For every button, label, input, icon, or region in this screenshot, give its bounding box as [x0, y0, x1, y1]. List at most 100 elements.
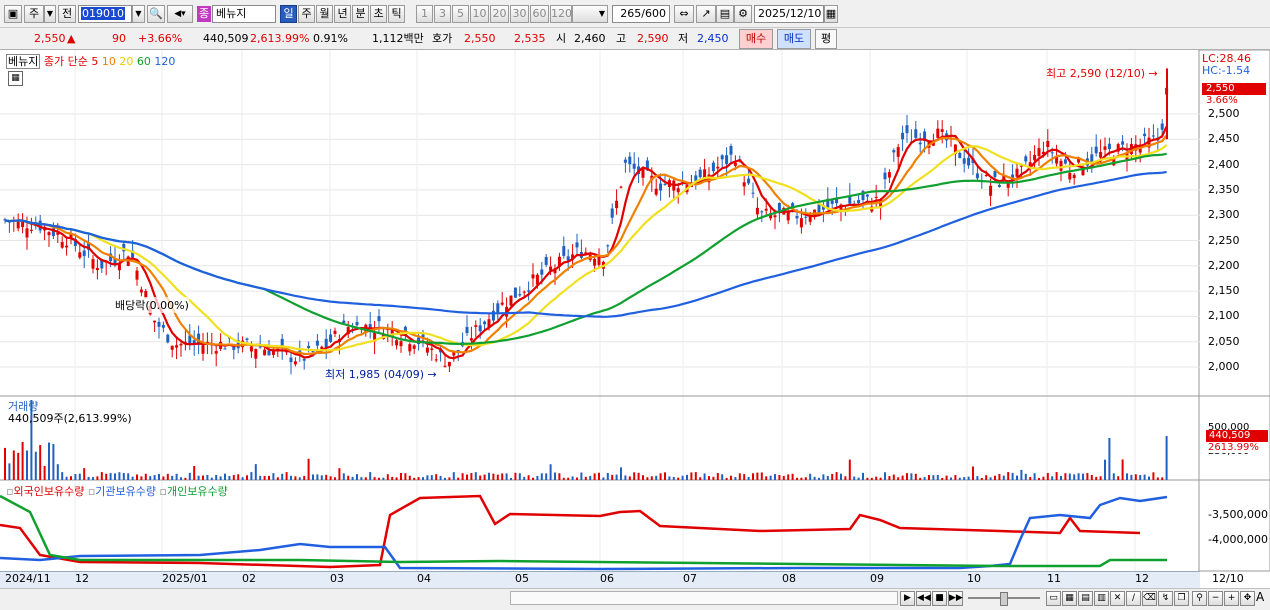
candle-body [25, 228, 29, 238]
interval-button-5[interactable]: 5 [452, 5, 469, 23]
interval-button-10[interactable]: 10 [470, 5, 489, 23]
ma-legend-10: 10 [101, 55, 116, 68]
stock-chart[interactable] [0, 50, 1270, 588]
stock-code-input[interactable]: 019010 [78, 5, 132, 23]
search-icon[interactable]: 🔍 [147, 5, 165, 23]
sell-button[interactable]: 매도 [777, 29, 811, 49]
candle-body [456, 350, 460, 352]
volume-bar [180, 477, 182, 480]
volume-bar [848, 459, 851, 480]
date-input[interactable]: 2025/12/10 [754, 5, 824, 23]
price-legend: 베뉴지 종가 단순 5 10 20 60 120 [6, 53, 175, 69]
candle-body [953, 144, 957, 155]
volume-bar [743, 474, 746, 480]
magnifier-icon[interactable]: ⚲ [1192, 591, 1207, 606]
volume-bar [1112, 473, 1115, 480]
prev-button[interactable]: 전 [58, 5, 76, 23]
candle-body [1121, 141, 1125, 145]
volume-bar [1068, 473, 1071, 480]
zoom-in-icon[interactable]: + [1224, 591, 1239, 606]
copy-icon[interactable]: ❐ [1174, 591, 1189, 606]
change-percent: +3.66% [138, 32, 183, 45]
interval-button-3[interactable]: 3 [434, 5, 451, 23]
volume-bar [364, 477, 367, 480]
stock-name-field[interactable]: 베뉴지 [212, 5, 276, 23]
candle-body [1151, 135, 1155, 137]
crosshair-icon[interactable]: ↗ [696, 5, 716, 23]
draw-icon[interactable]: ∕ [1126, 591, 1141, 606]
candle-body [518, 294, 522, 296]
period-tab-0[interactable]: 일 [280, 5, 297, 23]
volume-bar [206, 474, 209, 480]
forward-icon[interactable]: ▶▶ [948, 591, 963, 606]
scrollbar-track[interactable] [510, 591, 898, 605]
interval-button-120[interactable]: 120 [550, 5, 572, 23]
candle-body [1019, 165, 1023, 167]
period-tab-1[interactable]: 주 [298, 5, 315, 23]
x-axis-label: 08 [782, 572, 796, 585]
candle-body [135, 270, 139, 280]
interval-dropdown[interactable]: ▼ [572, 5, 608, 23]
count-input[interactable]: 265/600 [612, 5, 670, 23]
grid-toggle-icon[interactable]: ▦ [8, 71, 23, 86]
marker-icon[interactable]: ↯ [1158, 591, 1173, 606]
calendar-icon[interactable]: ▦ [824, 5, 838, 23]
low-label: 저 [678, 32, 689, 45]
volume-bar [976, 476, 979, 480]
eraser-icon[interactable]: ⌫ [1142, 591, 1157, 606]
period-tab-3[interactable]: 년 [334, 5, 351, 23]
interval-button-20[interactable]: 20 [490, 5, 509, 23]
zoom-slider-handle[interactable] [1000, 592, 1008, 606]
save-icon[interactable]: ▤ [716, 5, 734, 23]
volume-bar [954, 474, 957, 480]
interval-button-1[interactable]: 1 [416, 5, 433, 23]
volume-bar [26, 450, 28, 480]
stop-icon[interactable]: ■ [932, 591, 947, 606]
play-icon[interactable]: ▶ [900, 591, 915, 606]
code-dropdown-icon[interactable]: ▼ [132, 5, 145, 23]
volume-bar [967, 476, 970, 480]
crosshair-tool-icon[interactable]: ✕ [1110, 591, 1125, 606]
avg-button[interactable]: 평 [815, 29, 837, 49]
volume-bar [738, 473, 741, 480]
zoom-icon[interactable]: ⇔ [674, 5, 694, 23]
candle-body [153, 320, 157, 323]
low-annotation-text: 최저 1,985 (04/09) [325, 368, 425, 381]
candle-body [483, 321, 487, 325]
type-selector[interactable]: 주 [24, 5, 44, 23]
period-tab-4[interactable]: 분 [352, 5, 369, 23]
buy-button[interactable]: 매수 [739, 29, 773, 49]
interval-button-60[interactable]: 60 [530, 5, 549, 23]
moving-average-line [4, 170, 1167, 318]
candle-body [197, 333, 201, 344]
rewind-icon[interactable]: ◀◀ [916, 591, 931, 606]
volume-bar [1077, 473, 1080, 480]
period-tab-5[interactable]: 초 [370, 5, 387, 23]
volume-bar [338, 468, 341, 480]
period-tab-6[interactable]: 틱 [388, 5, 405, 23]
volume-bar [774, 474, 776, 480]
candle-body [474, 325, 478, 327]
type-dropdown-icon[interactable]: ▼ [44, 5, 56, 23]
volume-bar [479, 475, 482, 480]
candle-body [549, 266, 553, 271]
volume-bar [215, 474, 218, 480]
window-menu-icon[interactable]: ▣ [4, 5, 22, 23]
volume-bar [950, 477, 952, 480]
table-icon[interactable]: ▤ [1078, 591, 1093, 606]
volume-value: 440,509 [203, 32, 249, 45]
grid-icon[interactable]: ▦ [1062, 591, 1077, 606]
candle-body [320, 346, 324, 350]
period-tab-2[interactable]: 월 [316, 5, 333, 23]
expand-icon[interactable]: ✥ [1240, 591, 1255, 606]
font-size-icon[interactable]: A [1256, 590, 1265, 604]
holdings-line [0, 494, 1141, 569]
volume-bar [232, 475, 235, 480]
zoom-out-icon[interactable]: − [1208, 591, 1223, 606]
price-y-tick: 2,500 [1208, 107, 1240, 120]
gear-icon[interactable]: ⚙ [734, 5, 752, 23]
interval-button-30[interactable]: 30 [510, 5, 529, 23]
speaker-icon[interactable]: ◀▾ [167, 5, 193, 23]
split-icon[interactable]: ▥ [1094, 591, 1109, 606]
layout-icon[interactable]: ▭ [1046, 591, 1061, 606]
